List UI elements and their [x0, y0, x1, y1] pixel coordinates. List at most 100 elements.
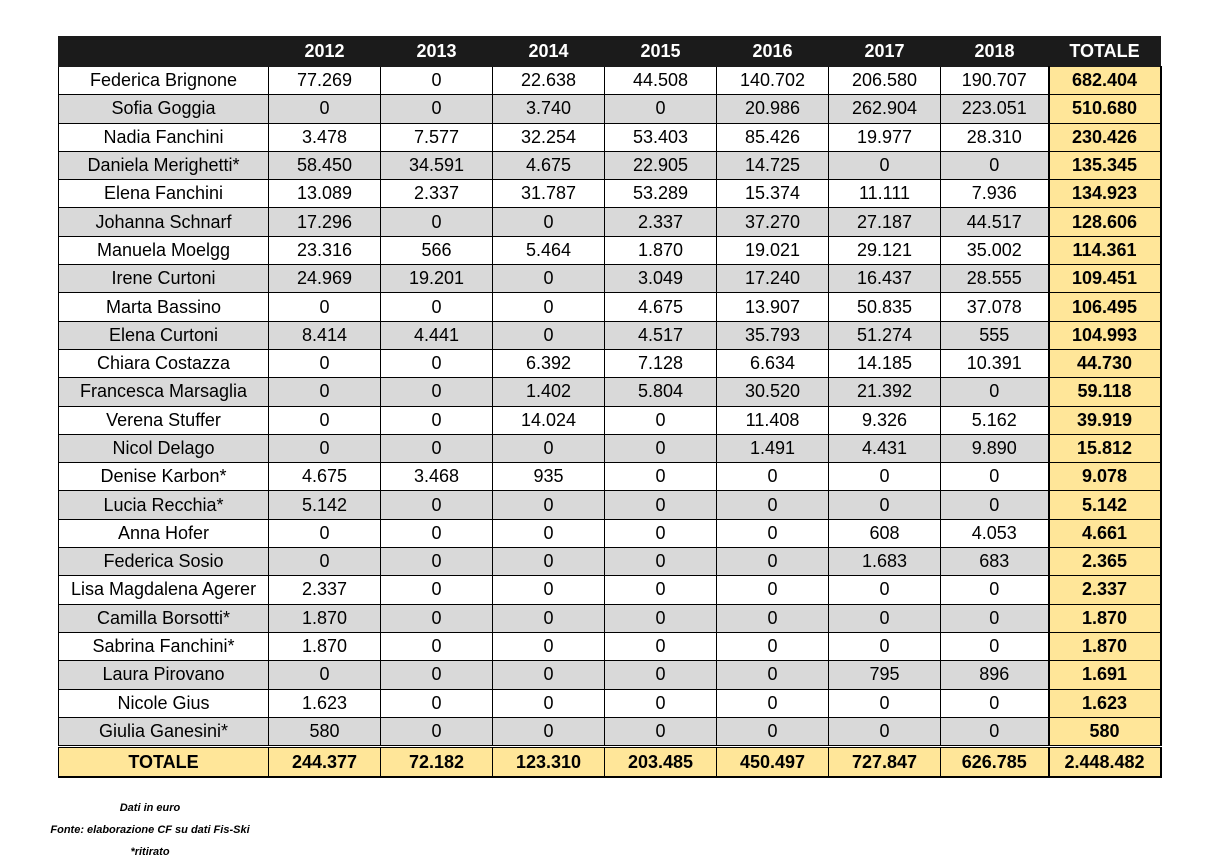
value-cell: 37.078 — [940, 292, 1049, 322]
value-cell: 0 — [268, 94, 381, 124]
name-cell: Elena Fanchini — [58, 179, 269, 209]
name-cell: Chiara Costazza — [58, 348, 269, 379]
header-cell: 2014 — [492, 36, 605, 67]
value-cell: 3.740 — [492, 94, 605, 124]
value-cell: 0 — [268, 433, 381, 464]
value-cell: 566 — [380, 235, 493, 266]
value-cell: 8.414 — [268, 320, 381, 350]
table-row: Johanna Schnarf 17.296 0 0 2.337 37.270 27.187… — [58, 207, 1162, 237]
value-cell: 0 — [492, 433, 605, 464]
value-cell: 7.128 — [604, 348, 717, 379]
value-cell: 223.051 — [940, 94, 1049, 124]
value-cell: 17.240 — [716, 264, 829, 294]
value-cell: 0 — [492, 207, 605, 237]
value-cell: 5.162 — [940, 405, 1049, 435]
value-cell: 0 — [492, 575, 605, 605]
name-cell: Giulia Ganesini* — [58, 716, 269, 748]
value-cell: 31.787 — [492, 179, 605, 209]
value-cell: 14.725 — [716, 150, 829, 181]
name-cell: Nicol Delago — [58, 433, 269, 464]
value-cell: 0 — [380, 490, 493, 520]
value-cell: 0 — [268, 348, 381, 379]
value-cell: 10.391 — [940, 348, 1049, 379]
table: 2012 2013 2014 2015 2016 2017 2018 TOTALE Feder… — [58, 36, 1162, 779]
table-row: Verena Stuffer 0 0 14.024 0 11.408 9.326 5.162 3… — [58, 405, 1162, 435]
value-cell: 0 — [940, 490, 1049, 520]
value-cell: 0 — [604, 490, 717, 520]
value-cell: 1.491 — [716, 433, 829, 464]
value-cell: 0 — [828, 688, 941, 718]
total-cell: 123.310 — [492, 745, 605, 779]
value-cell: 5.464 — [492, 235, 605, 266]
value-cell: 682.404 — [1047, 65, 1162, 96]
value-cell: 935 — [492, 462, 605, 492]
value-cell: 0 — [716, 603, 829, 633]
value-cell: 50.835 — [828, 292, 941, 322]
value-cell: 0 — [492, 688, 605, 718]
value-cell: 13.089 — [268, 179, 381, 209]
table-row: Camilla Borsotti* 1.870 0 0 0 0 0 0 1.870 — [58, 603, 1162, 633]
name-cell: Daniela Merighetti* — [58, 150, 269, 181]
table-row: Denise Karbon* 4.675 3.468 935 0 0 0 0 9.078 — [58, 462, 1162, 492]
value-cell: 0 — [604, 462, 717, 492]
value-cell: 0 — [380, 292, 493, 322]
name-cell: Anna Hofer — [58, 518, 269, 549]
value-cell: 262.904 — [828, 94, 941, 124]
note: Fonte: elaborazione CF su dati Fis-Ski — [50, 824, 250, 836]
value-cell: 106.495 — [1047, 292, 1162, 322]
value-cell: 683 — [940, 547, 1049, 577]
value-cell: 140.702 — [716, 65, 829, 96]
table-row: Elena Curtoni 8.414 4.441 0 4.517 35.793 51.27… — [58, 320, 1162, 350]
name-cell: Marta Bassino — [58, 292, 269, 322]
value-cell: 44.517 — [940, 207, 1049, 237]
value-cell: 35.002 — [940, 235, 1049, 266]
value-cell: 0 — [604, 688, 717, 718]
note: Dati in euro — [119, 802, 181, 814]
value-cell: 28.555 — [940, 264, 1049, 294]
total-cell: 450.497 — [716, 745, 829, 779]
header-cell: 2013 — [380, 36, 493, 67]
value-cell: 0 — [828, 490, 941, 520]
value-cell: 4.053 — [940, 518, 1049, 549]
value-cell: 1.691 — [1047, 660, 1162, 690]
table-row: Lucia Recchia* 5.142 0 0 0 0 0 0 5.142 — [58, 490, 1162, 520]
total-cell: 72.182 — [380, 745, 493, 779]
value-cell: 0 — [380, 65, 493, 96]
value-cell: 22.638 — [492, 65, 605, 96]
value-cell: 30.520 — [716, 377, 829, 407]
value-cell: 109.451 — [1047, 264, 1162, 294]
value-cell: 1.870 — [1047, 603, 1162, 633]
value-cell: 0 — [380, 348, 493, 379]
value-cell: 3.049 — [604, 264, 717, 294]
name-cell: Manuela Moelgg — [58, 235, 269, 266]
total-cell: 626.785 — [940, 745, 1049, 779]
table-row: Irene Curtoni 24.969 19.201 0 3.049 17.240 16.… — [58, 264, 1162, 294]
table-row: Nadia Fanchini 3.478 7.577 32.254 53.403 85.4… — [58, 122, 1162, 152]
name-cell: Nicole Gius — [58, 688, 269, 718]
value-cell: 0 — [716, 575, 829, 605]
value-cell: 0 — [716, 688, 829, 718]
name-cell: Johanna Schnarf — [58, 207, 269, 237]
value-cell: 0 — [380, 405, 493, 435]
value-cell: 0 — [604, 547, 717, 577]
value-cell: 29.121 — [828, 235, 941, 266]
value-cell: 4.675 — [604, 292, 717, 322]
table-row: Nicol Delago 0 0 0 0 1.491 4.431 9.890 15.812 — [58, 433, 1162, 464]
value-cell: 0 — [716, 547, 829, 577]
value-cell: 0 — [380, 518, 493, 549]
value-cell: 20.986 — [716, 94, 829, 124]
value-cell: 4.441 — [380, 320, 493, 350]
value-cell: 53.403 — [604, 122, 717, 152]
value-cell: 35.793 — [716, 320, 829, 350]
value-cell: 230.426 — [1047, 122, 1162, 152]
value-cell: 17.296 — [268, 207, 381, 237]
header-cell: 2012 — [268, 36, 381, 67]
value-cell: 53.289 — [604, 179, 717, 209]
name-cell: Nadia Fanchini — [58, 122, 269, 152]
total-cell: 727.847 — [828, 745, 941, 779]
table-row: Chiara Costazza 0 0 6.392 7.128 6.634 14.185 10… — [58, 348, 1162, 379]
value-cell: 85.426 — [716, 122, 829, 152]
value-cell: 0 — [716, 462, 829, 492]
header-cell: 2016 — [716, 36, 829, 67]
value-cell: 1.870 — [604, 235, 717, 266]
